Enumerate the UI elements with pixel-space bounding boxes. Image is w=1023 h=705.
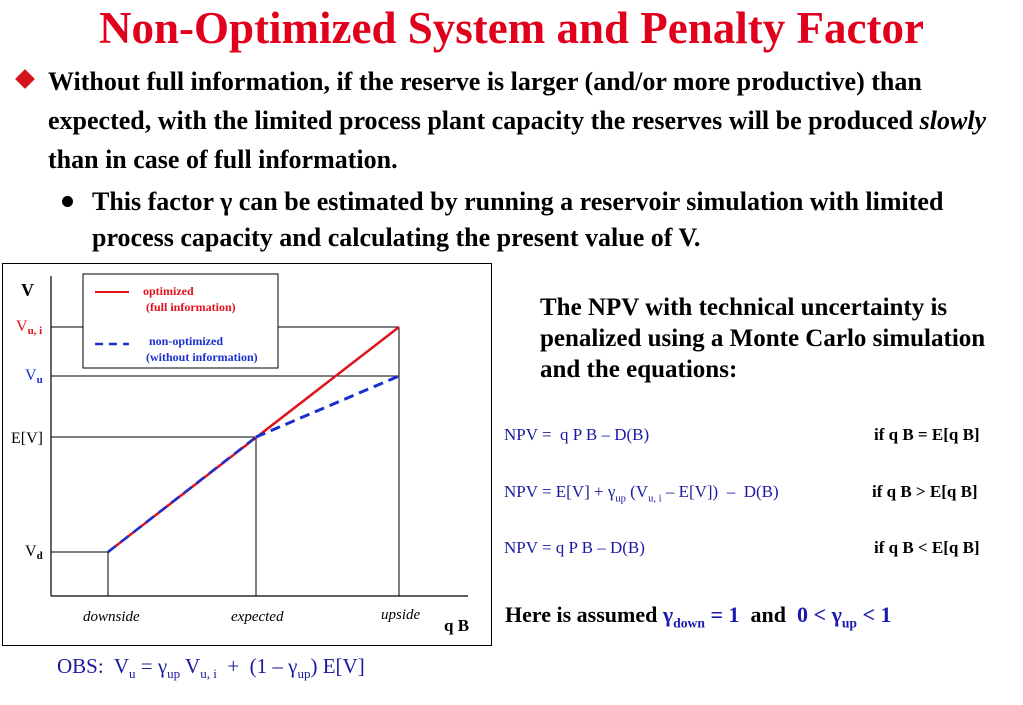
condition-upside: if q B > E[q B]	[872, 482, 978, 501]
page-title: Non-Optimized System and Penalty Factor	[99, 3, 924, 53]
bullet-sub-text: This factor γ can be estimated by runnin…	[92, 184, 1012, 256]
ev-label: E[V]	[11, 430, 43, 447]
vu-label-main: V	[25, 367, 37, 384]
obs-v: V	[113, 654, 129, 678]
vu-label: Vu	[25, 367, 43, 386]
eq-gamma-up-sub: up	[615, 493, 626, 505]
bullet-main-pre: Without full information, if the reserve…	[48, 67, 922, 135]
vui-label: Vu, i	[16, 318, 42, 337]
bullet-main-emphasis: slowly	[919, 106, 987, 135]
assumed-and: and	[739, 602, 798, 627]
bullet-main: Without full information, if the reserve…	[15, 62, 1008, 179]
equation-downside: NPV = q P B – D(B)	[504, 538, 645, 557]
bullet-sub: This factor γ can be estimated by runnin…	[62, 184, 1012, 256]
obs-vui-sub: u, i	[200, 666, 217, 682]
assumed-range-post: < 1	[857, 602, 892, 627]
equation-upside: NPV = E[V] + γup (Vu, i – E[V]) – D(B)	[504, 482, 779, 505]
gamma-down-expr: γdown = 1	[662, 602, 740, 631]
condition-expected: if q B = E[q B]	[874, 425, 980, 444]
obs-up-sub2: up	[297, 666, 311, 682]
assumed-pre: Here is assumed	[505, 602, 663, 627]
assumed-gamma: γ	[662, 602, 674, 627]
assumed-eq1: = 1	[704, 602, 740, 627]
obs-u-sub: u	[128, 666, 136, 682]
x-label-downside: downside	[83, 609, 140, 625]
non-optimized-line-upper	[255, 374, 400, 439]
x-label-upside: upside	[381, 607, 421, 623]
bullet-main-post: than in case of full information.	[48, 145, 398, 174]
assumed-gamma-up: γ	[831, 602, 842, 627]
assumption-line: Here is assumed γdown = 1 and 0 < γup < …	[505, 602, 892, 631]
legend-optimized-sub: (full information)	[146, 300, 236, 314]
value-diagram: optimized (full information) non-optimiz…	[2, 263, 492, 646]
diamond-bullet-icon	[15, 69, 35, 89]
legend-box	[82, 273, 279, 369]
value-diagram-svg: optimized (full information) non-optimiz…	[11, 273, 469, 635]
legend-optimized-label: optimized	[143, 284, 194, 298]
eq-vui-sub: u, i	[648, 493, 662, 505]
dot-bullet-icon	[62, 196, 73, 207]
npv-note: The NPV with technical uncertainty is pe…	[540, 294, 986, 383]
gamma-symbol: γ	[220, 187, 233, 216]
eq-gamma: γ	[607, 482, 616, 501]
condition-downside: if q B < E[q B]	[874, 538, 980, 557]
obs-note: OBS: Vu = γup Vu, i + (1 – γup) E[V]	[57, 654, 365, 682]
y-axis-label: V	[21, 280, 34, 300]
obs-gamma: γ	[157, 654, 168, 678]
vui-label-sub: u, i	[28, 325, 43, 337]
x-axis-label: q B	[444, 616, 469, 635]
assumed-up-sub: up	[841, 615, 858, 631]
obs-gamma2: γ	[288, 654, 298, 678]
obs-up-sub: up	[167, 666, 181, 682]
vd-label-sub: d	[37, 550, 43, 562]
vui-label-main: V	[16, 318, 28, 335]
bullet-main-text: Without full information, if the reserve…	[48, 62, 1008, 179]
vu-label-sub: u	[37, 374, 43, 386]
obs-label: OBS:	[57, 654, 114, 678]
obs-plus: + (1 –	[216, 654, 289, 678]
x-label-expected: expected	[231, 609, 284, 625]
vd-label: Vd	[25, 543, 43, 562]
gamma-up-range: 0 < γup < 1	[797, 602, 892, 631]
legend-nonopt-label: non-optimized	[149, 334, 223, 348]
obs-v2: V	[185, 654, 201, 678]
obs-close: ) E[V]	[310, 654, 365, 678]
bullet-sub-pre: This factor	[92, 187, 221, 216]
bullet-sub-post: can be estimated by running a reservoir …	[92, 187, 944, 252]
obs-eq: =	[135, 654, 158, 678]
assumed-down-sub: down	[673, 615, 705, 631]
equation-expected: NPV = q P B – D(B)	[504, 425, 650, 444]
legend-nonopt-sub: (without information)	[146, 350, 258, 364]
assumed-range-pre: 0 <	[797, 602, 832, 627]
vd-label-main: V	[25, 543, 37, 560]
